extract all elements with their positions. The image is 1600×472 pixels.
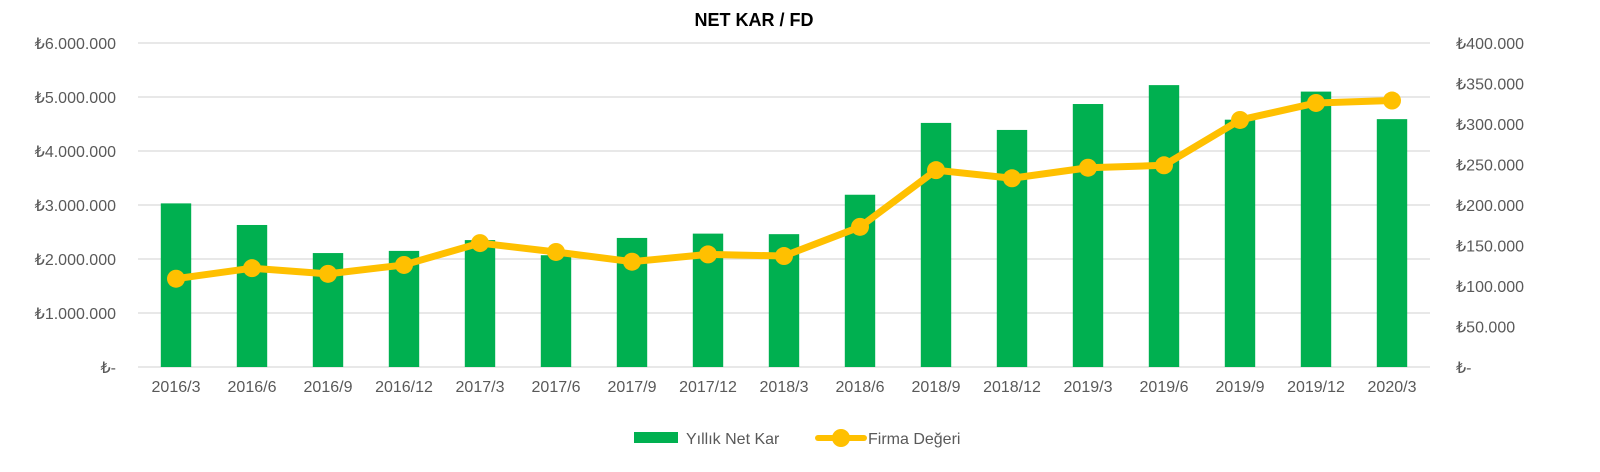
bar bbox=[996, 129, 1028, 367]
line-series bbox=[167, 91, 1401, 288]
line-point bbox=[1155, 156, 1173, 175]
bar bbox=[1224, 119, 1256, 368]
y-right-tick-label: ₺150.000 bbox=[1456, 239, 1524, 256]
bar bbox=[236, 224, 268, 367]
x-tick-label: 2018/9 bbox=[912, 379, 961, 396]
legend: Yıllık Net Kar Firma Değeri bbox=[634, 429, 960, 448]
x-tick-label: 2016/12 bbox=[375, 379, 433, 396]
y-right-tick-label: ₺- bbox=[1456, 360, 1472, 377]
x-tick-label: 2017/3 bbox=[456, 379, 505, 396]
line-point bbox=[623, 252, 641, 271]
chart-title: NET KAR / FD bbox=[695, 10, 814, 30]
y-axis-right: ₺- ₺50.000 ₺100.000 ₺150.000 ₺200.000 ₺250.00… bbox=[1456, 36, 1524, 377]
x-tick-label: 2018/3 bbox=[760, 379, 809, 396]
line-point bbox=[1003, 169, 1021, 188]
x-tick-label: 2020/3 bbox=[1368, 379, 1417, 396]
x-tick-label: 2018/12 bbox=[983, 379, 1041, 396]
y-left-tick-label: ₺6.000.000 bbox=[35, 36, 116, 53]
bar bbox=[1148, 85, 1180, 368]
line-point bbox=[395, 255, 413, 274]
y-left-tick-label: ₺4.000.000 bbox=[35, 144, 116, 161]
line-point bbox=[1383, 91, 1401, 110]
y-right-tick-label: ₺300.000 bbox=[1456, 117, 1524, 134]
legend-label-firma-degeri: Firma Değeri bbox=[868, 431, 960, 448]
bar-series bbox=[160, 85, 1408, 368]
x-tick-label: 2017/6 bbox=[532, 379, 581, 396]
line-point bbox=[1079, 158, 1097, 177]
y-left-tick-label: ₺5.000.000 bbox=[35, 90, 116, 107]
line-point bbox=[851, 217, 869, 236]
x-tick-label: 2019/3 bbox=[1064, 379, 1113, 396]
bar bbox=[1072, 104, 1104, 368]
line-point bbox=[927, 161, 945, 180]
line-point bbox=[547, 242, 565, 261]
bar bbox=[1300, 91, 1332, 367]
y-left-tick-label: ₺3.000.000 bbox=[35, 198, 116, 215]
x-tick-label: 2019/9 bbox=[1216, 379, 1265, 396]
x-tick-label: 2019/6 bbox=[1140, 379, 1189, 396]
line-point bbox=[471, 234, 489, 253]
x-tick-label: 2016/3 bbox=[152, 379, 201, 396]
y-left-tick-label: ₺1.000.000 bbox=[35, 306, 116, 323]
x-tick-label: 2018/6 bbox=[836, 379, 885, 396]
x-tick-label: 2017/12 bbox=[679, 379, 737, 396]
y-left-tick-label: ₺- bbox=[100, 360, 116, 377]
x-tick-label: 2016/6 bbox=[228, 379, 277, 396]
y-right-tick-label: ₺100.000 bbox=[1456, 279, 1524, 296]
line-point bbox=[1231, 110, 1249, 129]
x-tick-label: 2016/9 bbox=[304, 379, 353, 396]
legend-label-net-kar: Yıllık Net Kar bbox=[686, 431, 780, 448]
x-tick-label: 2019/12 bbox=[1287, 379, 1345, 396]
y-right-tick-label: ₺50.000 bbox=[1456, 320, 1515, 337]
bar bbox=[920, 122, 952, 367]
bar bbox=[540, 255, 572, 367]
x-tick-label: 2017/9 bbox=[608, 379, 657, 396]
y-left-tick-label: ₺2.000.000 bbox=[35, 252, 116, 269]
bar bbox=[464, 240, 496, 367]
line-point bbox=[699, 245, 717, 264]
line-point bbox=[1307, 93, 1325, 112]
legend-bar-swatch bbox=[634, 432, 678, 443]
y-right-tick-label: ₺200.000 bbox=[1456, 198, 1524, 215]
line-point bbox=[775, 247, 793, 266]
y-axis-left: ₺- ₺1.000.000 ₺2.000.000 ₺3.000.000 ₺4.000.0… bbox=[35, 36, 116, 377]
y-right-tick-label: ₺400.000 bbox=[1456, 36, 1524, 53]
line-point bbox=[167, 269, 185, 288]
y-right-tick-label: ₺350.000 bbox=[1456, 77, 1524, 94]
line-point bbox=[243, 259, 261, 278]
bar bbox=[1376, 119, 1408, 367]
line-point bbox=[319, 264, 337, 283]
x-axis: 2016/3 2016/6 2016/9 2016/12 2017/3 2017/6 201… bbox=[152, 379, 1417, 396]
y-right-tick-label: ₺250.000 bbox=[1456, 158, 1524, 175]
legend-line-marker bbox=[832, 429, 850, 447]
